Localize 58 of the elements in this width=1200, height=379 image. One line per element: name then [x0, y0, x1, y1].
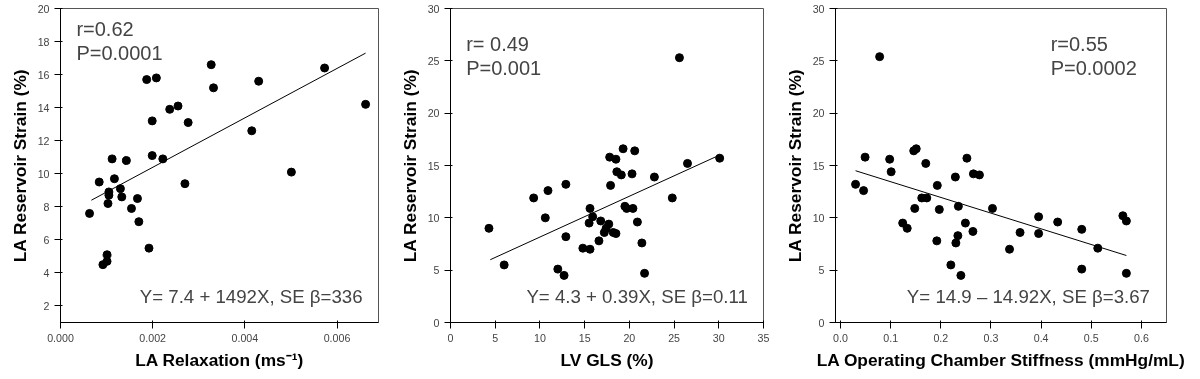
x-tick-label: 0.1: [883, 331, 899, 344]
y-axis-title: LA Reservoir Strain (%): [9, 69, 30, 263]
annotation: r=0.55: [1050, 32, 1108, 55]
y-tick-label: 14: [37, 101, 50, 114]
y-tick-label: 2: [43, 299, 50, 312]
y-tick-label: 12: [37, 134, 50, 147]
x-tick-label: 0: [447, 331, 454, 344]
y-axis-title: LA Reservoir Strain (%): [399, 69, 420, 263]
annotation: Y= 14.9 – 14.92X, SE β=3.67: [906, 286, 1150, 308]
y-tick-label: 8: [43, 200, 50, 213]
annotation: r= 0.49: [466, 32, 529, 55]
x-tick-label: 20: [623, 331, 636, 344]
y-tick-label: 18: [37, 35, 50, 48]
x-tick-label: 0.002: [139, 331, 167, 344]
y-tick-label: 25: [812, 54, 825, 67]
annotation: P=0.001: [466, 57, 542, 80]
y-tick-label: 20: [427, 107, 440, 120]
y-tick-label: 10: [427, 211, 440, 224]
y-tick-label: 15: [812, 159, 825, 172]
annotation: Y= 7.4 + 1492X, SE β=336: [139, 286, 363, 308]
x-axis-title: LA Operating Chamber Stiffness (mmHg/mL): [816, 349, 1185, 370]
x-tick-label: 0.6: [1134, 331, 1149, 344]
x-tick-label: 0.3: [983, 331, 999, 344]
y-tick-label: 20: [812, 107, 825, 120]
annotation: P=0.0001: [76, 42, 163, 65]
y-tick-label: 25: [427, 54, 440, 67]
y-tick-label: 30: [427, 2, 440, 15]
y-tick-label: 6: [43, 233, 50, 246]
y-tick-label: 10: [37, 167, 50, 180]
x-tick-label: 35: [757, 331, 770, 344]
x-tick-label: 0.006: [323, 331, 351, 344]
x-tick-label: 10: [534, 331, 546, 344]
y-tick-label: 0: [818, 316, 825, 329]
y-tick-label: 5: [818, 264, 825, 277]
x-tick-label: 0.5: [1083, 331, 1099, 344]
x-tick-label: 5: [492, 331, 499, 344]
y-tick-label: 0: [433, 316, 440, 329]
y-tick-label: 15: [427, 159, 440, 172]
x-tick-label: 0.2: [933, 331, 949, 344]
x-tick-label: 0.004: [231, 331, 259, 344]
y-tick-label: 30: [812, 2, 825, 15]
y-tick-label: 20: [37, 2, 50, 15]
y-tick-label: 4: [43, 266, 50, 279]
annotation: r=0.62: [76, 17, 134, 40]
x-tick-label: 25: [668, 331, 681, 344]
annotation: P=0.0002: [1050, 57, 1137, 80]
x-axis-title: LV GLS (%): [560, 349, 654, 370]
annotation: Y= 4.3 + 0.39X, SE β=0.11: [526, 286, 748, 308]
x-tick-label: 0.4: [1033, 331, 1049, 344]
y-tick-label: 5: [433, 264, 440, 277]
x-tick-label: 15: [578, 331, 591, 344]
x-tick-label: 0.000: [47, 331, 74, 344]
y-tick-label: 10: [812, 211, 825, 224]
y-axis-title: LA Reservoir Strain (%): [784, 69, 805, 263]
y-tick-label: 16: [37, 68, 50, 81]
x-tick-label: 30: [712, 331, 725, 344]
x-axis-title: LA Relaxation (ms⁻¹): [135, 349, 304, 370]
x-tick-label: 0.0: [833, 331, 848, 344]
